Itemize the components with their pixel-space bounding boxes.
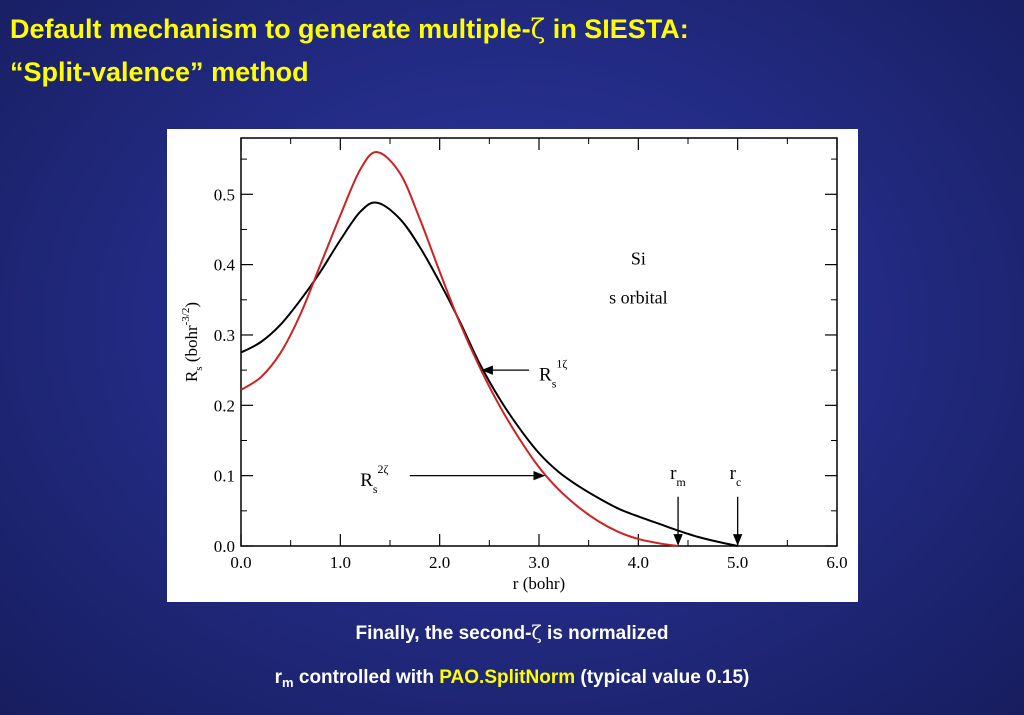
chart-ticks: 0.0 1.0 2.0 3.0 4.0 5.0 6.0 0.0 0.1 0.2 0.3 0.4 0.5 r… <box>180 138 848 593</box>
radial-function-chart: 0.0 1.0 2.0 3.0 4.0 5.0 6.0 0.0 0.1 0.2 0.3 0.4 0.5 r… <box>180 137 848 593</box>
rm-label: rm <box>670 463 686 489</box>
chart-axes <box>240 137 838 547</box>
title-text-end: in SIESTA: <box>545 14 689 44</box>
rc-label: rc <box>730 463 742 489</box>
zeta-symbol: ζ <box>531 622 542 644</box>
y-tick-label: 0.0 <box>214 537 235 556</box>
caption1-text: Finally, the second- <box>355 623 532 644</box>
rm-symbol: r <box>274 667 283 688</box>
title-line-1: Default mechanism to generate multiple-ζ… <box>10 8 1010 51</box>
caption-normalized: Finally, the second-ζ is normalized <box>0 622 1024 645</box>
curve-2zeta <box>240 151 679 547</box>
y-axis-label: Rs (bohr-3/2) <box>180 302 205 382</box>
x-tick-label: 6.0 <box>826 553 847 572</box>
element-label: Si <box>631 249 646 269</box>
x-tick-label: 0.0 <box>230 553 251 572</box>
label-1zeta: Rs1ζ <box>539 357 567 391</box>
plot-frame <box>240 137 838 547</box>
y-axis-label-text: Rs (bohr-3/2) <box>180 302 205 382</box>
orbital-label: s orbital <box>609 287 668 307</box>
x-tick-label: 3.0 <box>528 553 549 572</box>
x-tick-label: 4.0 <box>628 553 649 572</box>
chart-annotations: Si s orbital Rs1ζ Rs2ζ rm rc <box>360 249 743 546</box>
splitnorm-keyword: PAO.SplitNorm <box>439 667 576 688</box>
y-tick-label: 0.4 <box>214 256 236 275</box>
caption-splitnorm: rm controlled with PAO.SplitNorm (typica… <box>0 667 1024 690</box>
title-text: Default mechanism to generate multiple- <box>10 14 531 44</box>
caption1-text-end: is normalized <box>541 623 669 644</box>
title-line-2: “Split-valence” method <box>10 57 309 87</box>
x-tick-label: 2.0 <box>429 553 450 572</box>
rm-subscript: m <box>282 675 294 690</box>
chart-figure: 0.0 1.0 2.0 3.0 4.0 5.0 6.0 0.0 0.1 0.2 0.3 0.4 0.5 r… <box>167 129 858 602</box>
slide-title: Default mechanism to generate multiple-ζ… <box>10 8 1010 94</box>
chart-series <box>240 151 738 547</box>
y-tick-label: 0.2 <box>214 396 235 415</box>
x-axis-label: r (bohr) <box>513 574 565 593</box>
label-2zeta: Rs2ζ <box>360 462 388 496</box>
zeta-symbol: ζ <box>530 14 546 45</box>
y-tick-label: 0.1 <box>214 467 235 486</box>
caption2-text: controlled with <box>293 667 440 688</box>
y-tick-label: 0.3 <box>214 326 235 345</box>
curve-1zeta <box>240 201 738 547</box>
x-tick-label: 5.0 <box>727 553 748 572</box>
x-tick-label: 1.0 <box>330 553 351 572</box>
y-tick-label: 0.5 <box>214 185 235 204</box>
caption2-text-end: (typical value 0.15) <box>575 667 750 688</box>
